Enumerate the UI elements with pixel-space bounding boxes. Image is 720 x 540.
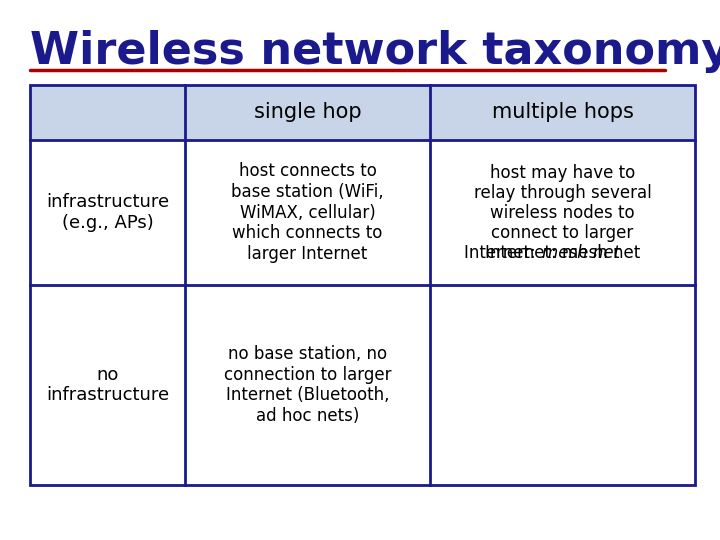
Text: relay through several: relay through several xyxy=(474,184,652,201)
Text: no
infrastructure: no infrastructure xyxy=(46,366,169,404)
Text: connect to larger: connect to larger xyxy=(491,224,634,241)
Text: single hop: single hop xyxy=(253,103,361,123)
Text: multiple hops: multiple hops xyxy=(492,103,634,123)
Text: Wireless network taxonomy: Wireless network taxonomy xyxy=(30,30,720,73)
Text: Internet: mesh net: Internet: mesh net xyxy=(485,244,640,261)
Text: mesh net: mesh net xyxy=(541,244,620,261)
Text: wireless nodes to: wireless nodes to xyxy=(490,204,635,221)
Bar xyxy=(30,85,695,140)
Text: host may have to: host may have to xyxy=(490,164,635,181)
Text: host connects to
base station (WiFi,
WiMAX, cellular)
which connects to
larger I: host connects to base station (WiFi, WiM… xyxy=(231,162,384,263)
Text: Internet:: Internet: xyxy=(464,244,541,261)
Text: no base station, no
connection to larger
Internet (Bluetooth,
ad hoc nets): no base station, no connection to larger… xyxy=(224,345,391,425)
Text: infrastructure
(e.g., APs): infrastructure (e.g., APs) xyxy=(46,193,169,232)
Bar xyxy=(30,85,695,485)
Bar xyxy=(30,85,695,485)
